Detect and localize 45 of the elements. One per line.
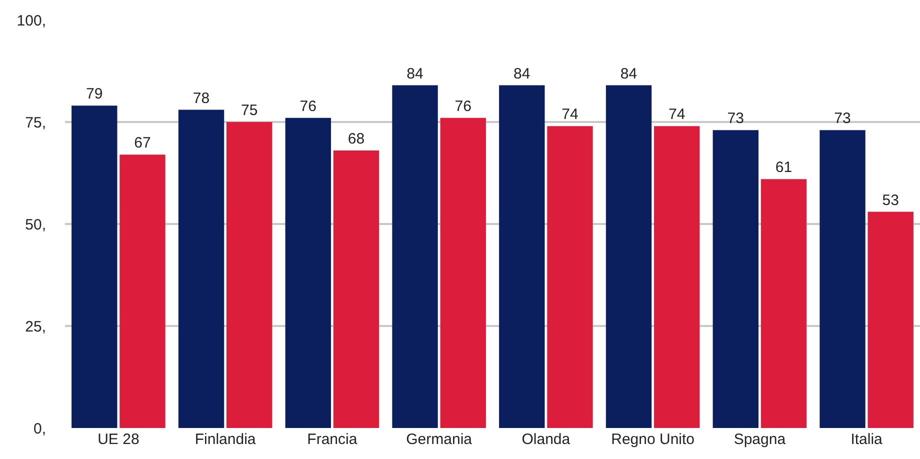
bar [120, 154, 166, 428]
x-tick-label: Italia [850, 431, 884, 448]
y-tick-label: 50, [25, 216, 46, 234]
data-label: 84 [620, 65, 638, 82]
data-label: 79 [86, 86, 103, 103]
data-label: 61 [775, 159, 792, 176]
bar [820, 130, 866, 428]
data-label: 68 [348, 130, 365, 148]
x-tick-label: Germania [406, 431, 473, 448]
data-label: 76 [454, 98, 472, 115]
data-label: 84 [514, 65, 530, 82]
data-label: 73 [727, 110, 744, 128]
bar [606, 85, 652, 428]
bar [547, 126, 593, 428]
data-label: 74 [668, 106, 686, 124]
bar [333, 150, 380, 428]
y-tick-label: 100, [16, 12, 46, 30]
x-tick-label: UE 28 [98, 431, 140, 448]
bar [226, 122, 272, 428]
bar [392, 85, 438, 428]
data-label: 76 [300, 98, 316, 115]
y-tick-label: 25, [25, 318, 46, 336]
x-tick-label: Spagna [734, 431, 786, 448]
bar [440, 118, 486, 428]
data-label: 74 [562, 106, 578, 124]
y-tick-label: 0, [33, 420, 46, 438]
bar [499, 85, 545, 428]
bar [654, 126, 700, 428]
y-tick-label: 75, [25, 114, 46, 132]
bar [72, 106, 118, 428]
bar [868, 212, 914, 428]
x-tick-label: Francia [307, 431, 358, 448]
data-label: 53 [882, 192, 899, 209]
data-label: 84 [406, 65, 424, 82]
bar [178, 110, 224, 428]
data-label: 73 [834, 110, 851, 128]
x-tick-label: Regno Unito [611, 431, 695, 448]
x-tick-label: Finlandia [194, 431, 256, 448]
data-label: 75 [241, 102, 258, 119]
bar [760, 179, 807, 428]
bar [285, 118, 331, 428]
data-label: 67 [134, 134, 151, 152]
bar [712, 130, 758, 428]
data-label: 78 [192, 90, 210, 107]
x-tick-label: Olanda [522, 431, 571, 448]
